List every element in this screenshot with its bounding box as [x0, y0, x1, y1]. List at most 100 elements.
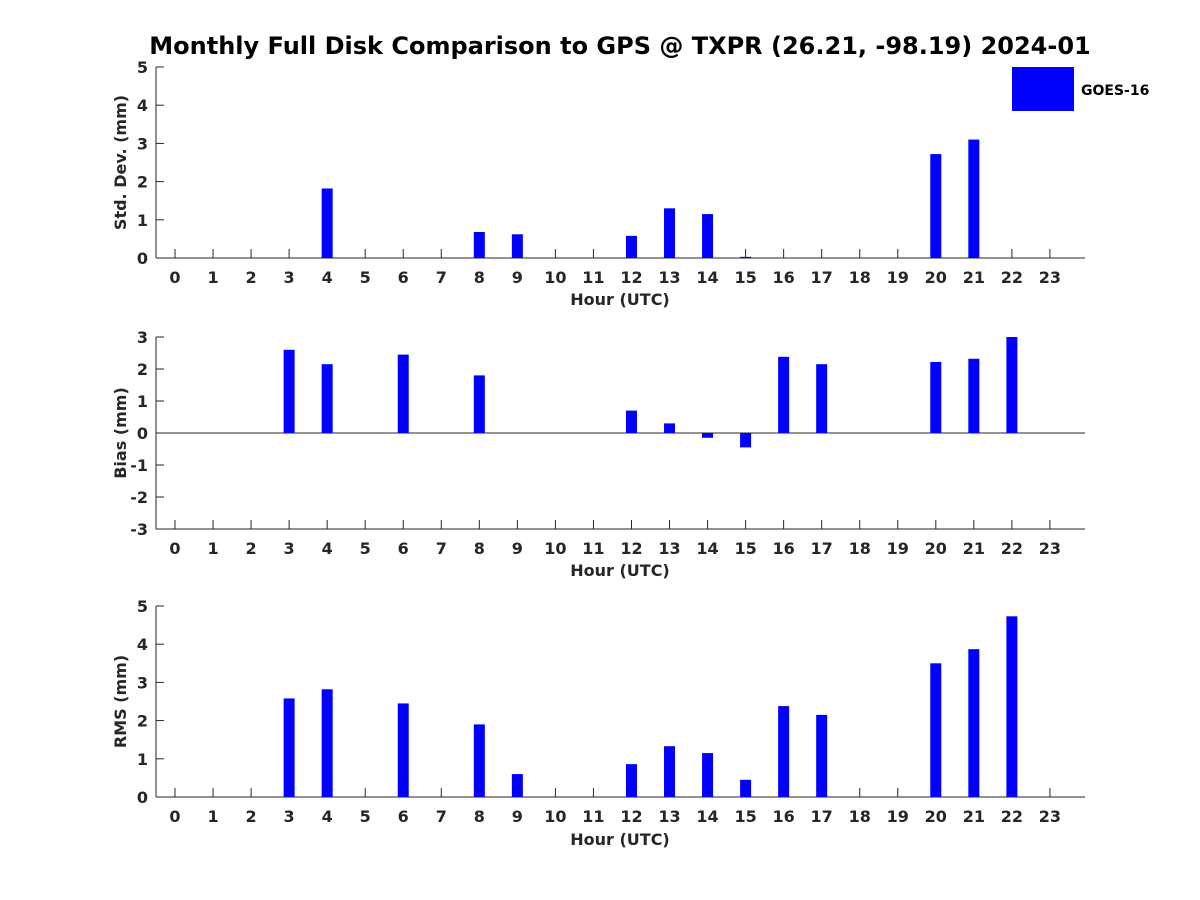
bar-hour-13: [664, 208, 676, 258]
bar-hour-21: [968, 358, 980, 433]
x-tick-label: 11: [582, 268, 604, 287]
y-tick-label: 3: [137, 673, 148, 692]
x-tick-label: 0: [169, 807, 180, 826]
x-tick-label: 9: [512, 807, 523, 826]
bar-hour-14: [702, 433, 714, 438]
x-tick-label: 12: [620, 268, 642, 287]
x-tick-label: 8: [474, 268, 485, 287]
bar-hour-9: [511, 234, 523, 258]
bar-hour-6: [397, 354, 409, 433]
x-tick-label: 16: [773, 807, 795, 826]
y-tick-label: 1: [137, 392, 148, 411]
x-tick-label: 3: [284, 539, 295, 558]
legend-swatch: [1012, 67, 1074, 111]
x-axis-label: Hour (UTC): [570, 830, 670, 849]
x-tick-label: 9: [512, 268, 523, 287]
x-tick-label: 1: [207, 807, 218, 826]
y-axis-label: Std. Dev. (mm): [111, 95, 130, 230]
x-tick-label: 21: [963, 807, 985, 826]
y-tick-label: -2: [130, 488, 148, 507]
x-tick-label: 5: [360, 268, 371, 287]
bar-hour-8: [473, 232, 485, 258]
bar-hour-15: [740, 433, 752, 448]
x-tick-label: 3: [284, 807, 295, 826]
x-tick-label: 22: [1001, 807, 1023, 826]
bar-hour-12: [625, 764, 637, 797]
x-tick-label: 2: [246, 539, 257, 558]
x-tick-label: 19: [887, 268, 909, 287]
bar-hour-9: [511, 774, 523, 797]
x-tick-label: 10: [544, 807, 566, 826]
x-tick-label: 18: [849, 268, 871, 287]
bar-hour-20: [930, 154, 942, 258]
x-tick-label: 11: [582, 539, 604, 558]
x-tick-label: 12: [620, 539, 642, 558]
x-tick-label: 16: [773, 539, 795, 558]
bar-hour-6: [397, 703, 409, 797]
x-tick-label: 21: [963, 268, 985, 287]
y-tick-label: 0: [137, 249, 148, 268]
y-tick-label: 0: [137, 424, 148, 443]
x-tick-label: 14: [696, 268, 718, 287]
bar-hour-13: [664, 746, 676, 797]
x-tick-label: 15: [734, 807, 756, 826]
bar-hour-14: [702, 214, 714, 258]
x-tick-label: 6: [398, 539, 409, 558]
x-tick-label: 12: [620, 807, 642, 826]
x-tick-label: 17: [811, 807, 833, 826]
x-tick-label: 8: [474, 539, 485, 558]
bar-hour-8: [473, 375, 485, 433]
y-axis-label: RMS (mm): [111, 655, 130, 748]
x-tick-label: 18: [849, 807, 871, 826]
x-tick-label: 22: [1001, 539, 1023, 558]
y-tick-label: 2: [137, 360, 148, 379]
x-tick-label: 2: [246, 807, 257, 826]
bar-hour-16: [778, 706, 790, 797]
x-tick-label: 1: [207, 539, 218, 558]
x-tick-label: 13: [658, 807, 680, 826]
y-tick-label: 4: [137, 96, 148, 115]
x-tick-label: 4: [322, 268, 333, 287]
x-tick-label: 10: [544, 268, 566, 287]
y-tick-label: 3: [137, 134, 148, 153]
bar-hour-17: [816, 714, 828, 797]
x-tick-label: 5: [360, 539, 371, 558]
bar-hour-15: [740, 779, 752, 797]
x-tick-label: 19: [887, 539, 909, 558]
x-tick-label: 14: [696, 807, 718, 826]
y-tick-label: 1: [137, 211, 148, 230]
y-tick-label: -3: [130, 520, 148, 539]
y-tick-label: 5: [137, 597, 148, 616]
bar-hour-14: [702, 753, 714, 797]
x-tick-label: 1: [207, 268, 218, 287]
bar-hour-8: [473, 724, 485, 797]
x-tick-label: 4: [322, 539, 333, 558]
bar-hour-12: [625, 235, 637, 258]
y-tick-label: 4: [137, 635, 148, 654]
x-tick-label: 9: [512, 539, 523, 558]
bar-hour-12: [625, 410, 637, 433]
x-tick-label: 17: [811, 268, 833, 287]
x-tick-label: 0: [169, 268, 180, 287]
x-axis-label: Hour (UTC): [570, 290, 670, 309]
x-tick-label: 20: [925, 807, 947, 826]
y-axis-label: Bias (mm): [111, 387, 130, 479]
bar-hour-22: [1006, 337, 1018, 433]
x-tick-label: 10: [544, 539, 566, 558]
x-tick-label: 23: [1039, 268, 1061, 287]
x-tick-label: 4: [322, 807, 333, 826]
x-tick-label: 5: [360, 807, 371, 826]
x-tick-label: 20: [925, 268, 947, 287]
x-tick-label: 6: [398, 268, 409, 287]
bar-hour-21: [968, 649, 980, 797]
legend: GOES-16: [1012, 67, 1149, 111]
y-tick-label: 2: [137, 712, 148, 731]
bar-hour-3: [283, 349, 295, 433]
bar-hour-4: [321, 689, 333, 797]
y-tick-label: -1: [130, 456, 148, 475]
x-tick-label: 6: [398, 807, 409, 826]
bar-hour-16: [778, 356, 790, 433]
